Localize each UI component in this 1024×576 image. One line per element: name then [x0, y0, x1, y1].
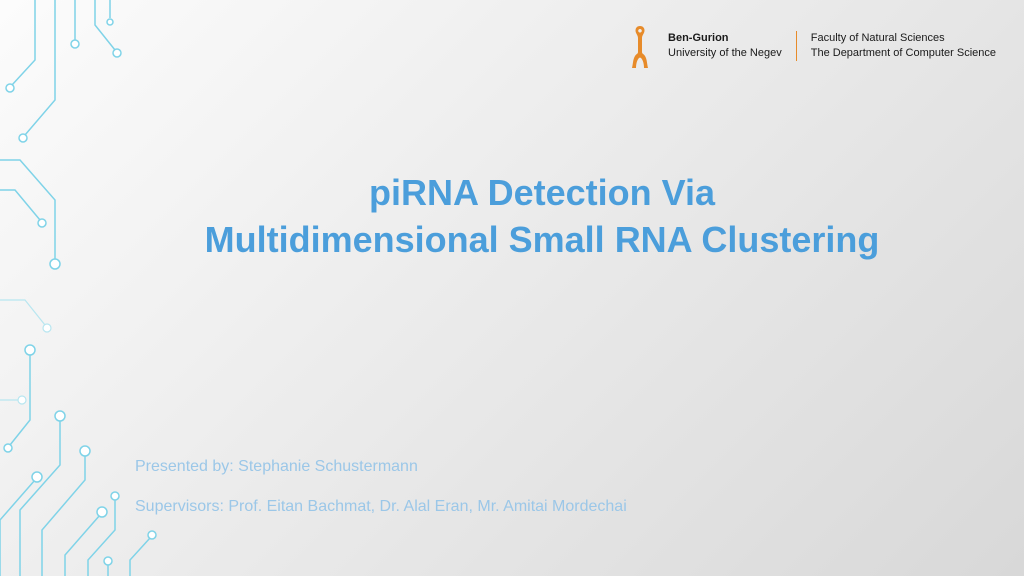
uni-bold: Ben-Gurion — [668, 31, 782, 46]
circuit-decoration — [0, 0, 200, 576]
header-divider — [796, 31, 797, 61]
faculty-line1: Faculty of Natural Sciences — [811, 31, 996, 46]
faculty-name: Faculty of Natural Sciences The Departme… — [811, 31, 996, 61]
faculty-line2: The Department of Computer Science — [811, 46, 996, 61]
title-line2: Multidimensional Small RNA Clustering — [120, 217, 964, 264]
supervisors-line: Supervisors: Prof. Eitan Bachmat, Dr. Al… — [135, 498, 627, 516]
university-logo — [626, 24, 654, 68]
slide-title: piRNA Detection Via Multidimensional Sma… — [0, 170, 1024, 264]
affiliation-header: Ben-Gurion University of the Negev Facul… — [626, 24, 996, 68]
university-name: Ben-Gurion University of the Negev — [668, 31, 782, 61]
uni-sub: University of the Negev — [668, 46, 782, 61]
presenter-line: Presented by: Stephanie Schustermann — [135, 458, 418, 476]
title-line1: piRNA Detection Via — [120, 170, 964, 217]
